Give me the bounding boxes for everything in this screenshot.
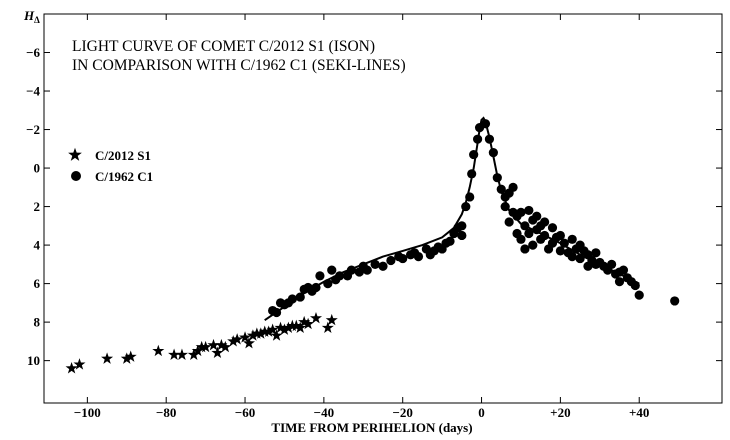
c1962-c1-point xyxy=(484,134,495,144)
c1962-c1-point xyxy=(520,221,530,231)
c1962-c1-point xyxy=(634,290,644,300)
x-tick-label: +20 xyxy=(550,405,570,420)
c1962-c1-point xyxy=(528,240,538,250)
c1962-c1-point xyxy=(327,265,337,275)
c1962-c1-point xyxy=(473,134,483,144)
c1962-c1-point xyxy=(469,149,479,160)
x-axis-ticks: −100 −80 −60 −40 −20 0 +20 +40 xyxy=(74,14,649,420)
y-axis-label: HΔ xyxy=(23,8,40,25)
c1962-c1-point xyxy=(271,307,282,318)
y-tick-label: 10 xyxy=(27,353,40,368)
c2012-s1-point xyxy=(211,346,224,359)
x-tick-label: −60 xyxy=(235,405,255,420)
c1962-c1-point xyxy=(567,252,577,262)
legend-label-c1962-c1: C/1962 C1 xyxy=(95,169,153,184)
c1962-c1-point xyxy=(559,238,569,248)
y-tick-label: 0 xyxy=(34,161,41,176)
c1962-c1-point xyxy=(323,279,333,289)
c1962-c1-point xyxy=(445,236,455,246)
c2012-s1-point xyxy=(321,321,334,334)
c2012-s1-point xyxy=(152,344,165,357)
x-tick-label: −80 xyxy=(156,405,176,420)
c1962-c1-point xyxy=(413,252,424,262)
c1962-c1-point xyxy=(524,205,534,216)
c1962-c1-point xyxy=(575,253,585,264)
c1962-c1-point xyxy=(335,271,345,281)
c1962-c1-point xyxy=(630,280,640,291)
c1962-c1-point xyxy=(378,261,388,271)
y-axis-label-main: H xyxy=(23,8,35,23)
c1962-c1-point xyxy=(465,192,475,202)
plot-frame xyxy=(43,13,723,404)
c1962-c1-point xyxy=(492,173,502,183)
c1962-c1-point xyxy=(287,294,297,304)
c1962-c1-point xyxy=(516,234,526,244)
legend-label-c2012-s1: C/2012 S1 xyxy=(95,148,151,163)
c2012-s1-point xyxy=(309,311,323,324)
c1962-c1-point xyxy=(547,223,558,233)
c1962-c1-point xyxy=(496,184,506,194)
chart-title-line-2: IN COMPARISON WITH C/1962 C1 (SEKI-LINES… xyxy=(72,57,406,74)
c1962-c1-point xyxy=(591,248,601,258)
c1962-c1-point xyxy=(480,119,491,129)
c1962-c1-point xyxy=(346,265,357,275)
x-tick-label: +40 xyxy=(629,405,649,420)
x-axis-label: TIME FROM PERIHELION (days) xyxy=(271,420,472,435)
c1962-c1-point xyxy=(524,228,534,239)
series-layer xyxy=(65,116,680,374)
c1962-c1-point xyxy=(540,230,550,241)
x-tick-label: −20 xyxy=(392,405,412,420)
y-axis-label-subscript: Δ xyxy=(34,15,40,25)
c1962-c1-point xyxy=(457,230,467,241)
c1962-c1-point xyxy=(488,148,498,158)
c1962-c1-point xyxy=(504,217,514,227)
c1962-c1-point xyxy=(362,265,372,275)
c1962-c1-point xyxy=(398,253,408,264)
model-curve-line xyxy=(264,116,640,322)
c1962-c1-point xyxy=(614,277,625,287)
c1962-c1-point xyxy=(532,211,542,221)
x-tick-label: −40 xyxy=(314,405,334,420)
c1962-c1-point xyxy=(670,296,680,306)
c2012-s1-point xyxy=(101,352,114,364)
y-tick-label: −6 xyxy=(26,45,40,60)
c1962-c1-point xyxy=(567,234,577,244)
c1962-c1-point xyxy=(555,246,565,256)
chart-title-line-1: LIGHT CURVE OF COMET C/2012 S1 (ISON) xyxy=(72,38,375,55)
legend: C/2012 S1 C/1962 C1 xyxy=(68,147,153,184)
legend-star-icon xyxy=(68,147,82,161)
y-tick-label: 2 xyxy=(34,199,41,214)
c1962-c1-point xyxy=(618,265,629,275)
x-tick-label: 0 xyxy=(478,405,485,420)
c1962-c1-point xyxy=(311,282,321,293)
c1962-c1-point xyxy=(315,271,325,281)
c1962-c1-point xyxy=(555,230,565,241)
plot-border xyxy=(43,13,723,404)
c1962-c1-point xyxy=(540,217,550,227)
c1962-c1-point xyxy=(386,255,396,266)
y-tick-label: 4 xyxy=(34,238,41,253)
c1962-c1-point xyxy=(508,182,518,192)
y-tick-label: −4 xyxy=(26,84,40,99)
c1962-c1-point xyxy=(607,259,617,269)
c1962-c1-point xyxy=(461,201,471,212)
c1962-c1-point xyxy=(295,292,305,302)
c1962-c1-point xyxy=(457,221,467,231)
y-axis-ticks: −6 −4 −2 0 2 4 6 8 10 xyxy=(26,45,722,368)
c1962-c1-point xyxy=(467,169,477,179)
c1962-c1-point xyxy=(516,207,526,217)
y-tick-label: 6 xyxy=(34,276,41,291)
c1962-c1-point xyxy=(370,259,380,269)
x-tick-label: −100 xyxy=(74,405,101,420)
c1962-c1-point xyxy=(500,201,510,212)
y-tick-label: −2 xyxy=(26,122,40,137)
y-tick-label: 8 xyxy=(34,315,41,330)
legend-circle-icon xyxy=(71,171,81,181)
c1962-c1-point xyxy=(520,244,530,254)
